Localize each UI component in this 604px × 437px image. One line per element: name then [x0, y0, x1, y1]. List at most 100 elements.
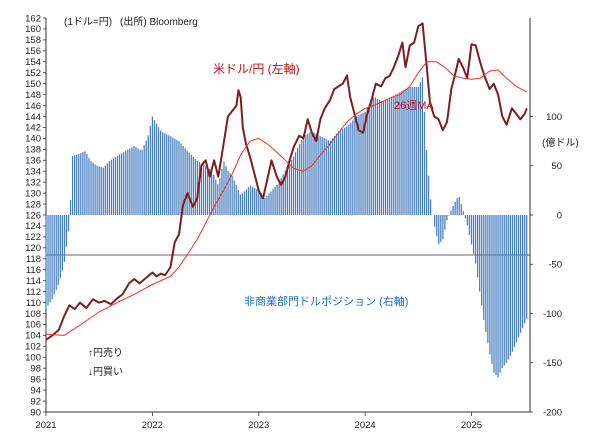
position-bar [317, 134, 319, 215]
position-bar [88, 157, 90, 215]
position-bar [309, 132, 311, 215]
position-bar [319, 136, 321, 215]
position-bar [452, 205, 454, 215]
left-tick-label: 148 [25, 90, 41, 101]
left-tick-label: 146 [25, 101, 41, 112]
position-bar [294, 152, 297, 215]
position-bar [168, 135, 170, 215]
position-bar [489, 215, 491, 355]
position-bar [51, 215, 53, 300]
position-bar [362, 112, 364, 215]
position-bar [47, 215, 49, 306]
position-bar [262, 199, 264, 215]
position-bar [446, 215, 448, 221]
x-tick-label: 2024 [355, 420, 376, 431]
position-bar [344, 127, 346, 215]
position-bar [284, 170, 286, 215]
position-bar [499, 215, 501, 373]
position-bar [497, 215, 499, 378]
usdjpy-line [45, 22, 528, 341]
position-bar [256, 189, 258, 215]
position-bar [505, 215, 507, 364]
position-bar [456, 198, 458, 215]
axis-ticks: 1621601581561541521501481461441421401381… [25, 13, 562, 431]
left-tick-label: 92 [30, 396, 41, 407]
position-bar [296, 148, 299, 215]
position-bar [411, 86, 413, 215]
position-bar [286, 167, 289, 215]
position-bar [407, 87, 409, 215]
position-bar [82, 152, 84, 215]
position-bar [155, 123, 158, 215]
left-tick-label: 162 [25, 13, 41, 24]
x-tick-label: 2025 [461, 420, 482, 431]
position-bar [243, 191, 246, 215]
left-tick-label: 144 [25, 112, 41, 123]
position-bar [481, 215, 483, 306]
position-bar [121, 153, 123, 215]
left-tick-label: 108 [25, 309, 41, 320]
left-tick-label: 130 [25, 188, 41, 199]
position-bar [254, 188, 256, 215]
position-bar [321, 137, 323, 215]
position-bar [301, 139, 303, 215]
position-label: 非商業部門ドルポジション (右軸) [244, 294, 408, 308]
position-bar [501, 215, 503, 369]
left-tick-label: 158 [25, 35, 41, 46]
position-bar [57, 215, 59, 286]
position-bar [425, 149, 428, 215]
position-bar [145, 140, 147, 215]
left-tick-label: 126 [25, 210, 41, 221]
position-bar [274, 187, 276, 215]
position-bar [366, 108, 368, 215]
position-bar [331, 138, 334, 215]
left-tick-label: 128 [25, 199, 41, 210]
position-bar [368, 104, 370, 215]
position-bar [200, 163, 203, 215]
position-bar [477, 215, 479, 278]
position-bar [172, 137, 174, 215]
position-bar [450, 210, 452, 215]
position-bar [63, 215, 66, 262]
position-bar [397, 93, 399, 215]
left-tick-label: 122 [25, 232, 41, 243]
left-tick-label: 114 [26, 276, 41, 287]
position-bar [417, 86, 419, 215]
position-bar [278, 181, 280, 215]
position-bar [164, 133, 166, 215]
position-bar [133, 146, 135, 215]
position-bar [517, 215, 520, 338]
position-bar [288, 163, 291, 215]
position-bar [166, 134, 168, 215]
position-bar [65, 215, 68, 247]
x-tick-label: 2021 [35, 420, 56, 431]
left-tick-label: 156 [25, 46, 41, 57]
position-bar [135, 147, 137, 215]
right-tick-label: -150 [543, 358, 562, 369]
position-bar [299, 143, 301, 215]
position-bar [137, 148, 139, 215]
position-bar [511, 215, 514, 352]
left-tick-label: 102 [25, 342, 41, 353]
left-tick-label: 112 [26, 287, 41, 298]
position-bar [209, 168, 211, 215]
left-tick-label: 106 [25, 320, 41, 331]
position-bar [325, 139, 327, 215]
position-bar [251, 186, 254, 215]
position-bar [170, 136, 172, 215]
position-bar [479, 215, 481, 292]
position-bar [147, 135, 149, 215]
position-bar [472, 215, 475, 255]
left-tick-label: 138 [25, 145, 41, 156]
position-bar [90, 161, 92, 215]
position-bar [389, 97, 391, 215]
position-bar [364, 111, 366, 215]
right-tick-label: -200 [543, 407, 562, 418]
position-bar [227, 170, 229, 215]
position-bar [474, 215, 477, 264]
position-bar [260, 195, 262, 215]
position-bar [462, 211, 464, 215]
price-lines [45, 22, 528, 341]
position-bar [524, 215, 526, 324]
left-tick-label: 160 [25, 24, 41, 35]
